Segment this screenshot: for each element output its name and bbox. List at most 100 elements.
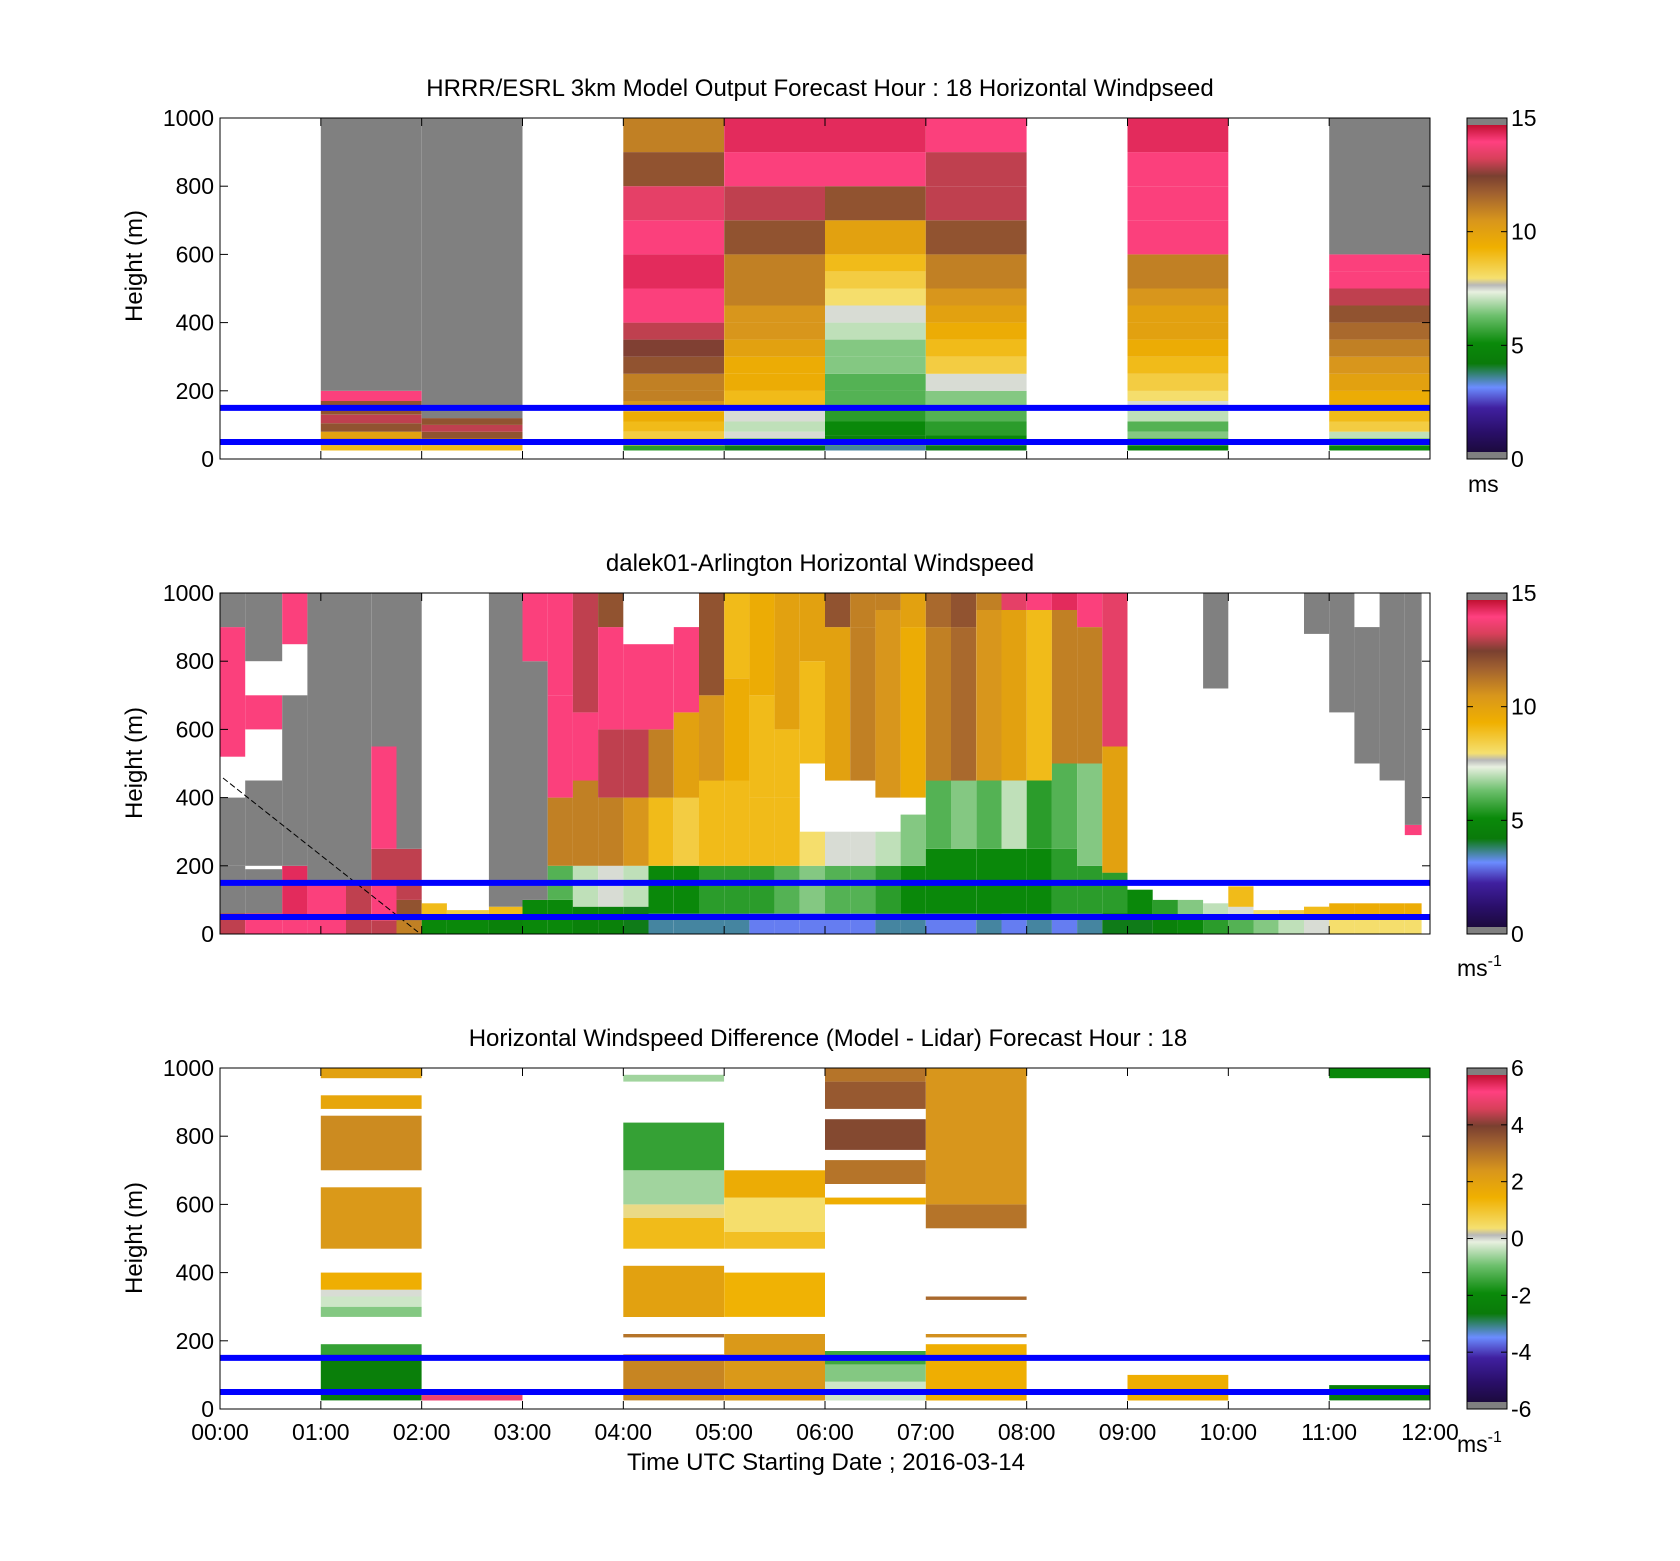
y-tick-label: 200 <box>176 1328 214 1354</box>
colorbar-tick-label: 2 <box>1511 1169 1524 1195</box>
heatmap-cell <box>1304 906 1330 917</box>
y-tick-label: 200 <box>176 853 214 879</box>
heatmap-cell <box>396 593 422 849</box>
heatmap-cell <box>724 1197 825 1232</box>
heatmap-cell <box>1077 865 1103 914</box>
heatmap-cell <box>421 917 447 934</box>
heatmap-cell <box>724 1272 825 1317</box>
x-tick-label: 02:00 <box>393 1419 451 1445</box>
heatmap-cell <box>724 390 825 408</box>
heatmap-cell <box>925 305 1027 323</box>
heatmap-cell <box>598 627 624 730</box>
heatmap-cell <box>1001 610 1027 781</box>
heatmap-cell <box>1127 254 1229 289</box>
heatmap-cell <box>1329 390 1430 408</box>
heatmap-cell <box>925 356 1027 374</box>
heatmap-cell <box>623 339 725 357</box>
heatmap-cell <box>623 431 725 439</box>
heatmap-cell <box>925 1334 1027 1338</box>
heatmap-cell <box>371 848 397 883</box>
heatmap-cell <box>1001 780 1027 849</box>
colorbar-tick-label: 15 <box>1511 580 1537 606</box>
heatmap-cell <box>749 593 775 696</box>
heatmap-cell <box>623 1334 725 1338</box>
heatmap-cell <box>825 1119 926 1150</box>
heatmap-cell <box>320 414 422 424</box>
heatmap-cell <box>749 865 775 914</box>
heatmap-cell <box>421 418 523 425</box>
panel-3-reference-lines <box>220 1354 1430 1395</box>
heatmap-cell <box>522 593 548 662</box>
heatmap-cell <box>1203 917 1229 934</box>
heatmap-cell <box>572 865 599 907</box>
heatmap-cell <box>925 254 1027 289</box>
heatmap-cell <box>699 780 725 866</box>
heatmap-cell <box>282 695 308 866</box>
heatmap-cell <box>850 831 876 866</box>
heatmap-cell <box>825 390 926 408</box>
panel-1-cells <box>320 118 1430 451</box>
heatmap-cell <box>724 305 825 323</box>
heatmap-cell <box>724 421 825 432</box>
y-tick-label: 800 <box>176 173 214 199</box>
heatmap-cell <box>976 780 1002 849</box>
heatmap-cell <box>1329 118 1430 255</box>
panel-2-title: dalek01-Arlington Horizontal Windspeed <box>606 550 1034 577</box>
y-tick-label: 400 <box>176 785 214 811</box>
heatmap-cell <box>1203 593 1229 689</box>
heatmap-cell <box>1304 917 1330 934</box>
heatmap-cell <box>1127 390 1229 401</box>
heatmap-cell <box>245 869 283 914</box>
heatmap-cell <box>799 865 825 914</box>
heatmap-cell <box>320 1306 422 1317</box>
heatmap-cell <box>925 288 1027 306</box>
x-tick-label: 04:00 <box>595 1419 653 1445</box>
heatmap-cell <box>774 593 800 730</box>
heatmap-cell <box>307 593 347 883</box>
heatmap-cell <box>623 411 725 422</box>
heatmap-cell <box>488 917 523 934</box>
heatmap-cell <box>1329 445 1430 451</box>
heatmap-cell <box>1127 445 1229 451</box>
x-tick-label: 03:00 <box>494 1419 552 1445</box>
heatmap-cell <box>220 865 246 914</box>
heatmap-cell <box>598 593 624 628</box>
heatmap-cell <box>547 593 573 696</box>
x-tick-label: 09:00 <box>1099 1419 1157 1445</box>
heatmap-cell <box>1278 910 1304 917</box>
heatmap-cell <box>371 920 397 934</box>
panel-3-cells <box>320 1068 1430 1401</box>
y-tick-label: 400 <box>176 1260 214 1286</box>
colorbar-tick-label: 4 <box>1511 1112 1524 1138</box>
heatmap-cell <box>320 1068 422 1079</box>
heatmap-cell <box>623 1074 725 1082</box>
heatmap-cell <box>320 1095 422 1109</box>
heatmap-cell <box>396 848 422 900</box>
heatmap-cell <box>1102 872 1128 914</box>
heatmap-cell <box>623 445 725 451</box>
heatmap-cell <box>1127 407 1229 422</box>
heatmap-cell <box>1329 903 1355 917</box>
heatmap-cell <box>1001 593 1027 610</box>
heatmap-cell <box>488 906 523 917</box>
heatmap-cell <box>724 152 825 187</box>
heatmap-cell <box>1127 373 1229 391</box>
heatmap-cell <box>623 254 725 289</box>
heatmap-cell <box>1127 186 1229 221</box>
heatmap-cell <box>1127 339 1229 357</box>
heatmap-cell <box>1329 1068 1430 1079</box>
heatmap-cell <box>1026 610 1052 781</box>
heatmap-cell <box>1152 899 1178 917</box>
heatmap-cell <box>320 1115 422 1171</box>
heatmap-cell <box>951 780 977 849</box>
heatmap-cell <box>724 407 825 422</box>
heatmap-cell <box>421 445 523 451</box>
heatmap-cell <box>825 322 926 340</box>
heatmap-cell <box>825 627 851 781</box>
colorbar-tick-label: 0 <box>1511 446 1524 472</box>
heatmap-cell <box>1177 899 1204 917</box>
heatmap-cell <box>623 1170 725 1205</box>
heatmap-cell <box>320 1296 422 1307</box>
colorbar-tick-label: 10 <box>1511 219 1537 245</box>
heatmap-cell <box>1051 763 1078 849</box>
